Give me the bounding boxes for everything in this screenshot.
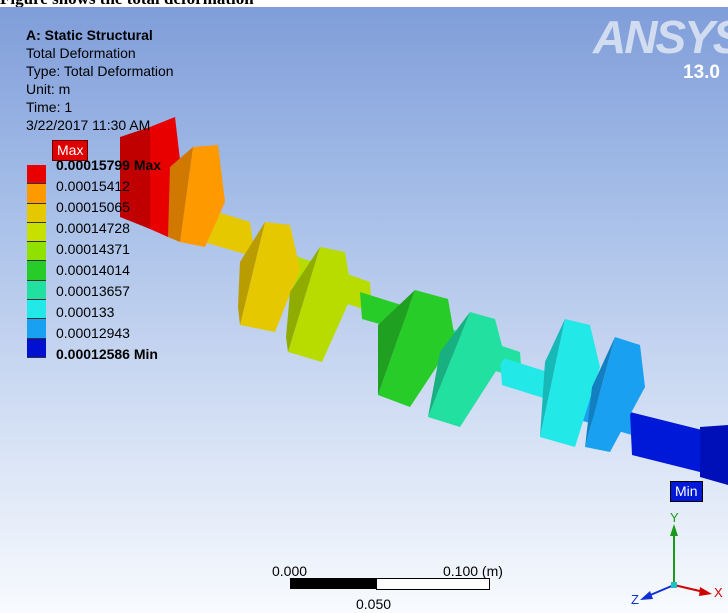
legend-label: 0.000133 [56,304,115,320]
ansys-logo: ANSYS [593,11,728,63]
result-info-panel: A: Static Structural Total Deformation T… [26,26,174,134]
result-time: Time: 1 [26,99,73,115]
min-probe-tag[interactable]: Min [670,481,703,502]
legend-label: 0.00014014 [56,262,130,278]
legend-swatch [27,222,46,243]
legend-label-min: 0.00012586 Min [56,346,158,362]
legend-swatch [27,203,46,223]
figure-caption: Figure shows the total deformation [0,0,254,9]
legend-swatch [27,184,46,204]
analysis-title: A: Static Structural [26,27,153,43]
scale-bar [290,578,490,590]
legend-swatch [27,280,46,301]
scale-right-label: 0.100 (m) [443,563,503,579]
legend-swatch [27,242,46,262]
result-type: Type: Total Deformation [26,63,174,79]
axis-y-label: Y [670,512,679,525]
legend-label: 0.00012943 [56,325,130,341]
max-probe-tag[interactable]: Max [52,140,89,161]
legend-swatch [27,338,46,358]
legend-swatch [27,300,46,320]
axis-x-label: X [714,585,723,600]
crankshaft-model[interactable] [0,7,728,613]
legend-label: 0.00014728 [56,220,130,236]
result-unit: Unit: m [26,81,71,97]
result-name: Total Deformation [26,45,136,61]
axis-z-label: Z [631,592,639,607]
result-timestamp: 3/22/2017 11:30 AM [26,117,151,133]
color-legend-bar [27,165,46,358]
legend-swatch [27,261,46,281]
ansys-version: 13.0 [683,62,720,83]
legend-label: 0.00013657 [56,283,130,299]
scale-mid-label: 0.050 [356,596,392,612]
legend-label: 0.00015065 [56,199,130,215]
legend-label-max: 0.00015799 Max [56,157,162,173]
legend-label: 0.00015412 [56,178,130,194]
crank-webs [120,117,645,452]
legend-label: 0.00014371 [56,241,130,257]
legend-swatch [27,319,46,339]
graphics-viewport[interactable]: A: Static Structural Total Deformation T… [0,7,728,613]
axis-triad-icon[interactable]: Y X Z [628,512,728,613]
legend-swatch [27,165,46,185]
scale-left-label: 0.000 [272,563,308,579]
